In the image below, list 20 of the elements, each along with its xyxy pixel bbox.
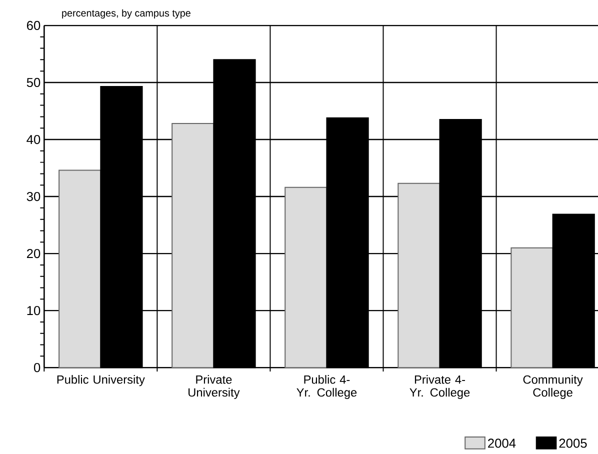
bar [172, 123, 214, 368]
x-tick-label: Public 4-Yr. College [296, 375, 357, 400]
y-tick-label: 40 [26, 135, 40, 144]
x-tick-label: Community College [523, 375, 583, 400]
x-tick-label: Private University [188, 375, 240, 400]
y-tick-label: 20 [26, 249, 40, 258]
x-tick-label: Private 4-Yr. College [410, 375, 470, 400]
y-tick-label: 30 [26, 192, 40, 202]
legend-label: 2004 [488, 438, 516, 448]
bar [510, 247, 554, 368]
y-tick-label: 0 [34, 363, 40, 372]
x-tick-label: Public University [57, 375, 145, 386]
bar [284, 187, 328, 368]
y-tick-label: 10 [27, 306, 40, 316]
legend-label: 2005 [559, 438, 587, 448]
y-tick-label: 60 [26, 21, 40, 30]
y-tick-label: 50 [26, 78, 40, 88]
bar [58, 170, 102, 368]
bar [398, 183, 440, 368]
y-axis-title: percentages, by campus type [62, 9, 190, 19]
